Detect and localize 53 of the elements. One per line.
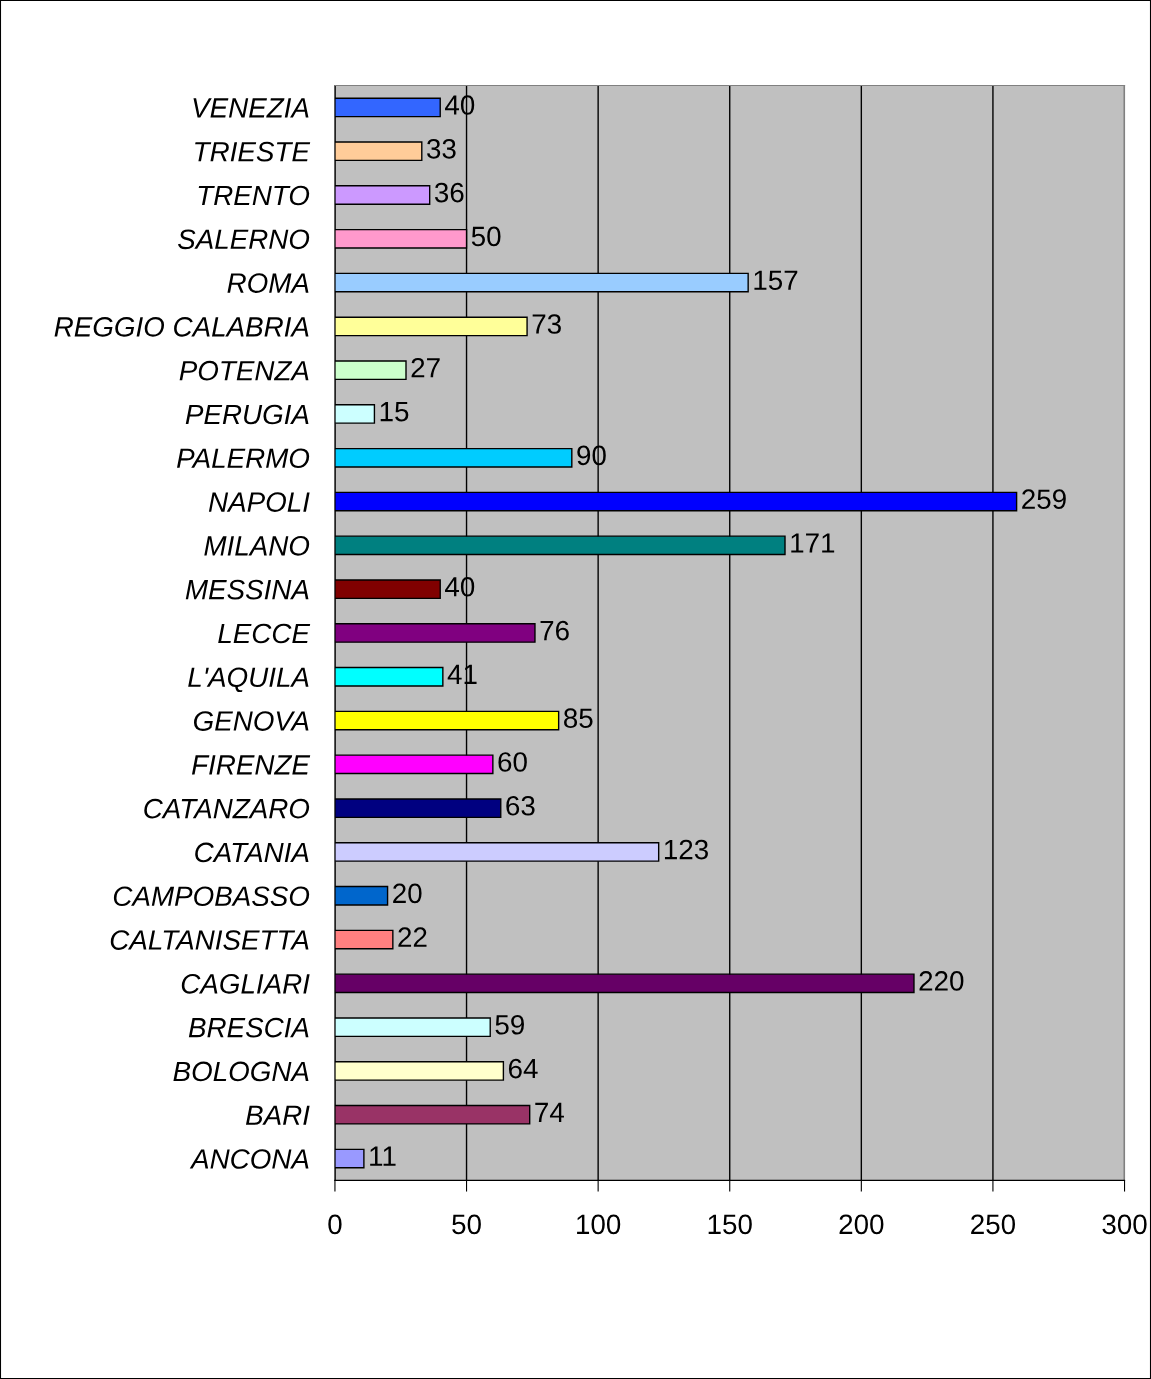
y-tick-label: FIRENZE bbox=[191, 755, 311, 775]
y-tick-label: BOLOGNA bbox=[173, 1061, 309, 1082]
y-tick-label: BARI bbox=[245, 1105, 310, 1125]
data-label: 36 bbox=[434, 182, 464, 203]
y-tick-label: L'AQUILA bbox=[188, 667, 309, 693]
y-tick-label: NAPOLI bbox=[208, 492, 310, 512]
data-label: 60 bbox=[498, 752, 527, 772]
y-tick-label: CALTANISETTA bbox=[110, 930, 309, 950]
y-tick-label: TRIESTE bbox=[195, 141, 311, 162]
data-label: 11 bbox=[370, 1146, 396, 1166]
y-tick-label: MILANO bbox=[204, 536, 310, 556]
y-tick-label: BRESCIA bbox=[188, 1017, 309, 1038]
y-tick-label: CAMPOBASSO bbox=[113, 886, 310, 907]
data-label: 76 bbox=[540, 620, 569, 641]
data-label: 259 bbox=[1022, 489, 1066, 510]
y-tick-label: LECCE bbox=[218, 623, 311, 644]
x-tick-label: 200 bbox=[839, 1214, 884, 1235]
y-tick-label: ROMA bbox=[227, 273, 309, 293]
y-tick-label: POTENZA bbox=[179, 360, 309, 381]
data-label: 73 bbox=[532, 314, 561, 334]
y-tick-label: CATANZARO bbox=[144, 798, 310, 819]
y-tick-label: VENEZIA bbox=[193, 98, 309, 118]
data-label: 33 bbox=[427, 138, 456, 159]
data-label: 63 bbox=[506, 795, 535, 816]
x-tick-label: 300 bbox=[1102, 1214, 1147, 1235]
data-label: 59 bbox=[495, 1014, 524, 1035]
data-label: 74 bbox=[535, 1102, 564, 1122]
y-tick-label: SALERNO bbox=[177, 229, 310, 250]
y-tick-label: CAGLIARI bbox=[181, 974, 310, 994]
y-tick-label: MESSINA bbox=[185, 579, 309, 600]
data-label: 20 bbox=[393, 883, 422, 904]
data-label: 64 bbox=[508, 1058, 538, 1079]
x-tick-label: 50 bbox=[452, 1214, 481, 1235]
y-tick-label: ANCONA bbox=[189, 1149, 309, 1169]
y-tick-label: REGGIO CALABRIA bbox=[54, 317, 309, 337]
y-tick-label: CATANIA bbox=[195, 842, 309, 863]
y-tick-label: PALERMO bbox=[177, 448, 310, 469]
x-tick-label: 100 bbox=[577, 1214, 621, 1235]
data-label: 171 bbox=[791, 533, 835, 553]
data-label: 123 bbox=[664, 839, 708, 860]
data-label: 27 bbox=[411, 357, 440, 378]
data-label: 157 bbox=[754, 270, 798, 291]
data-label: 85 bbox=[564, 708, 593, 729]
data-label: 15 bbox=[380, 402, 409, 422]
data-label: 50 bbox=[471, 226, 501, 247]
x-tick-label: 150 bbox=[708, 1214, 752, 1235]
data-label: 22 bbox=[398, 927, 427, 947]
x-tick-label: 250 bbox=[971, 1214, 1016, 1235]
y-tick-label: GENOVA bbox=[193, 711, 309, 731]
y-tick-label: TRENTO bbox=[198, 185, 310, 206]
data-label: 220 bbox=[919, 971, 964, 991]
x-tick-label: 0 bbox=[328, 1214, 342, 1235]
y-tick-label: PERUGIA bbox=[185, 404, 309, 425]
